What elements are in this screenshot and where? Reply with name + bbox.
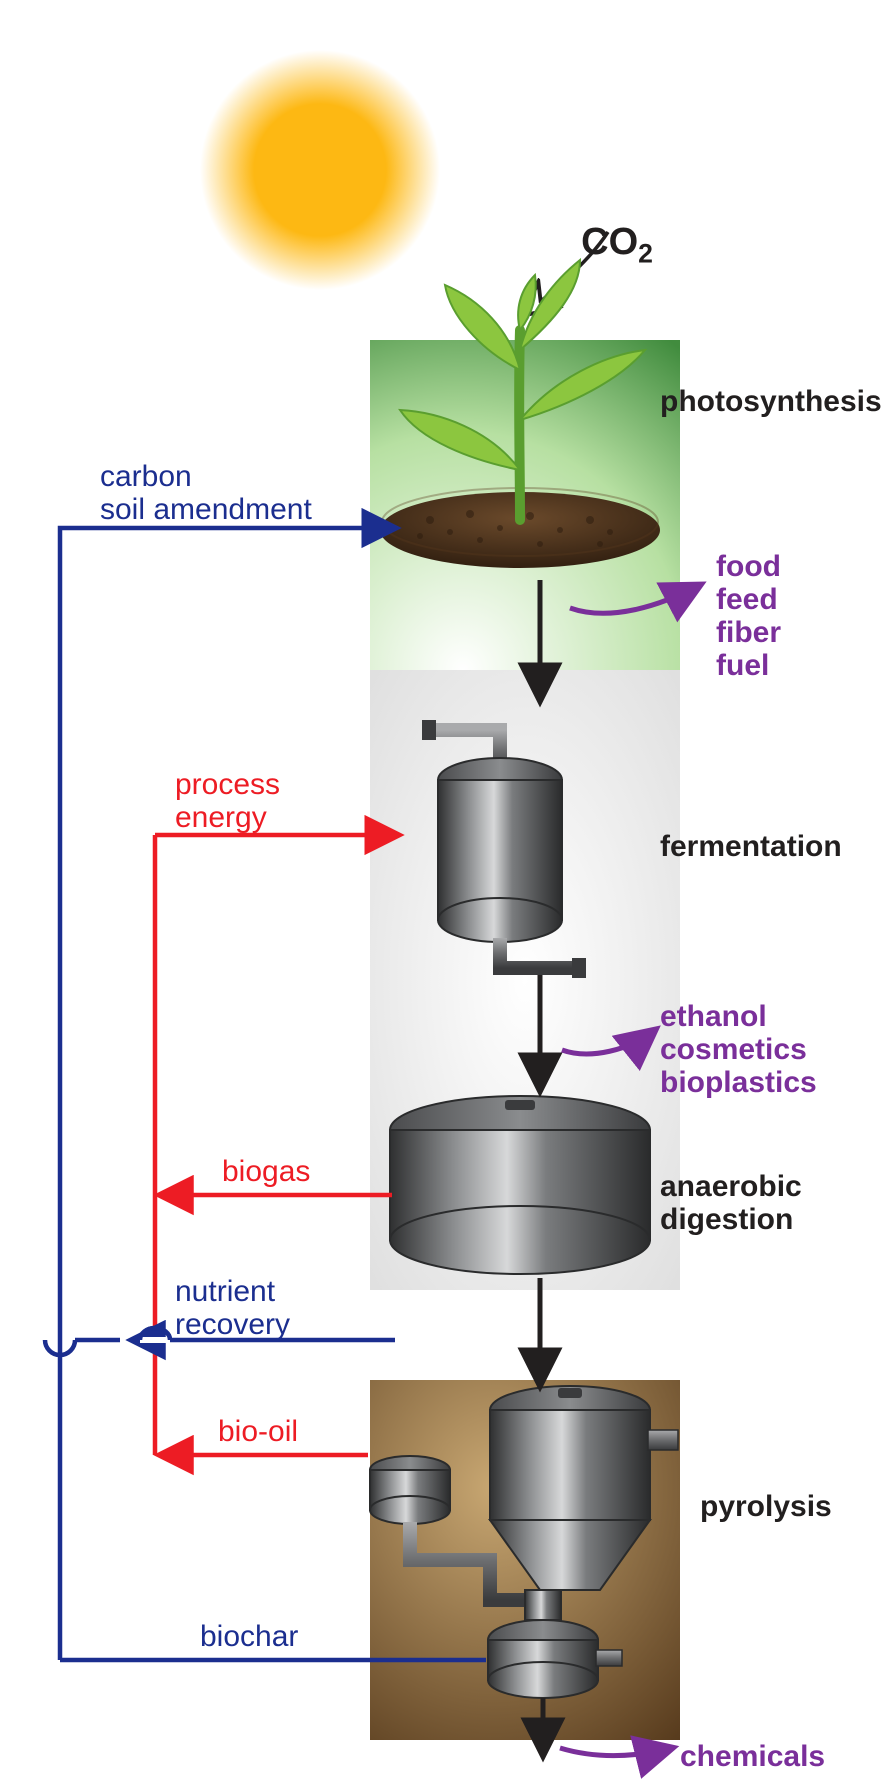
nutrient-label: nutrient recovery [175, 1275, 290, 1341]
pyrolysis-label: pyrolysis [700, 1490, 832, 1523]
biogas-label: biogas [222, 1155, 310, 1188]
digester-icon [390, 1096, 650, 1274]
carbon-soil-label: carbon soil amendment [100, 460, 312, 526]
co2-label: CO2 [560, 180, 653, 269]
sun-icon [200, 50, 440, 290]
energy-bus [155, 835, 398, 1455]
biooil-label: bio-oil [218, 1415, 298, 1448]
ethanol-label: ethanol cosmetics bioplastics [660, 1000, 817, 1099]
food-feed-label: food feed fiber fuel [716, 550, 781, 682]
photosynthesis-label: photosynthesis [660, 385, 882, 418]
biochar-label: biochar [200, 1620, 298, 1653]
process-energy-label: process energy [175, 768, 280, 834]
anaerobic-label: anaerobic digestion [660, 1170, 802, 1236]
fermentation-label: fermentation [660, 830, 842, 863]
chemicals-label: chemicals [680, 1740, 825, 1773]
